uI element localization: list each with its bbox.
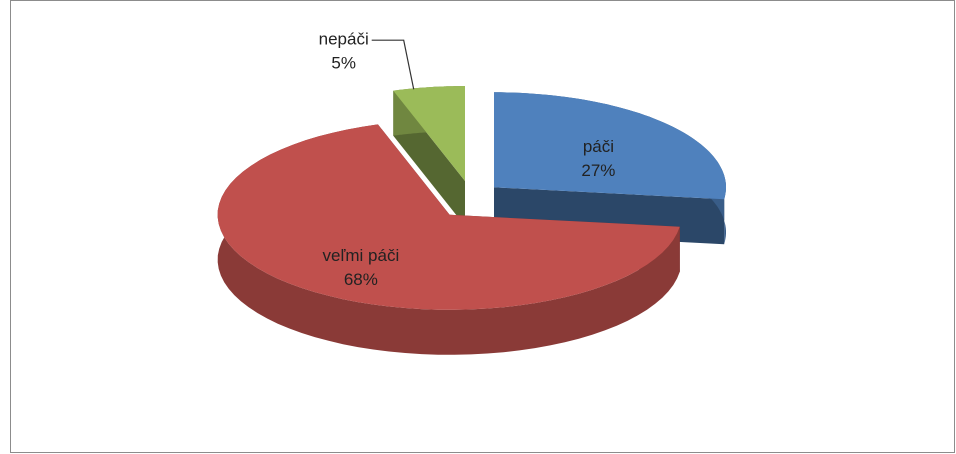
slice-top xyxy=(217,124,680,310)
leader-line xyxy=(371,39,415,90)
data-label-value: 27% xyxy=(581,161,615,180)
data-label-category: páči xyxy=(583,137,614,156)
slice-top xyxy=(393,86,465,181)
slice-side xyxy=(217,124,680,355)
data-label-value: 68% xyxy=(344,270,378,289)
data-label-category: veľmi páči xyxy=(322,246,399,265)
pie-slice xyxy=(393,86,465,226)
data-label-category: nepáči xyxy=(319,30,369,49)
pie-slice xyxy=(217,124,680,355)
slice-top xyxy=(494,92,726,200)
data-label-value: 5% xyxy=(331,54,356,73)
